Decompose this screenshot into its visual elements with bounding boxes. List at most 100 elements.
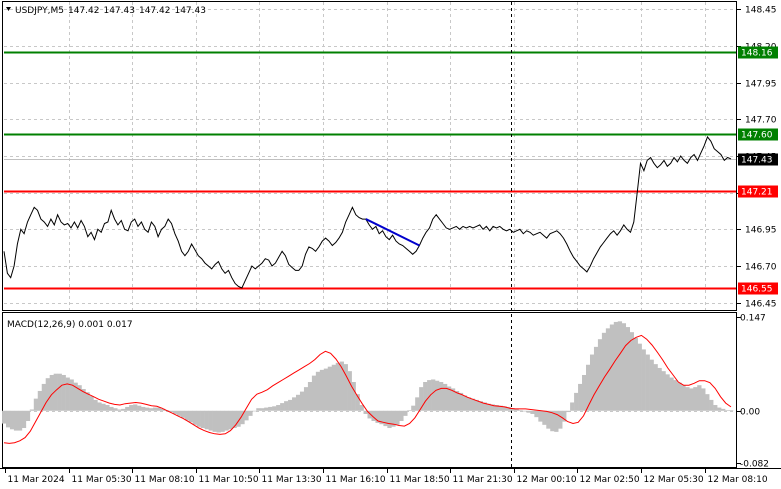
price-line-group bbox=[3, 135, 732, 289]
macd-histogram-bar bbox=[216, 410, 221, 433]
macd-histogram-bar bbox=[335, 362, 340, 411]
macd-histogram-bar bbox=[442, 383, 448, 411]
macd-histogram-bar bbox=[363, 410, 368, 414]
macd-histogram-bar bbox=[367, 410, 372, 419]
macd-histogram-bar bbox=[276, 405, 281, 411]
macd-histogram-bar bbox=[490, 404, 495, 411]
macd-histogram-bar bbox=[141, 406, 146, 411]
macd-histogram-bar bbox=[526, 410, 531, 413]
price-tags: 148.16 147.60 147.21 146.55 147.43 bbox=[738, 46, 778, 295]
macd-histogram-bar bbox=[589, 354, 595, 411]
macd-histogram-bar bbox=[609, 324, 615, 411]
macd-histogram-bar bbox=[272, 406, 277, 411]
macd-histogram-bar bbox=[629, 332, 634, 411]
macd-histogram-bar bbox=[73, 382, 78, 411]
time-axis-label: 11 Mar 10:50 bbox=[199, 475, 259, 485]
macd-histogram-bar bbox=[85, 392, 90, 411]
macd-histogram-bar bbox=[518, 410, 523, 411]
ohlc-high: 147.43 bbox=[103, 6, 135, 16]
macd-histogram-bar bbox=[21, 410, 27, 429]
macd-histogram-bar bbox=[637, 343, 642, 411]
macd-histogram-bar bbox=[200, 410, 205, 429]
macd-histogram-bar bbox=[303, 387, 309, 411]
macd-histogram-bar bbox=[256, 408, 261, 411]
price-axis-label: 146.45 bbox=[745, 300, 777, 310]
macd-axis-label: -0.082 bbox=[740, 460, 769, 470]
macd-histogram-bar bbox=[25, 410, 31, 421]
macd-histogram-bar bbox=[657, 367, 662, 411]
level-price-tag bbox=[738, 282, 778, 295]
price-axis-label: 146.70 bbox=[745, 263, 777, 273]
macd-histogram-bar bbox=[641, 349, 646, 411]
macd-histogram-bar bbox=[280, 403, 285, 411]
macd-histogram-bar bbox=[649, 359, 654, 411]
macd-histogram-bar bbox=[383, 410, 388, 427]
macd-histogram-bar bbox=[299, 391, 305, 411]
macd-histogram-bar bbox=[248, 410, 253, 416]
macd-histogram-bar bbox=[208, 410, 213, 431]
macd-histogram-bar bbox=[550, 410, 555, 432]
time-axis-label: 11 Mar 05:30 bbox=[72, 475, 132, 485]
macd-histogram-bar bbox=[41, 383, 47, 411]
macd-histogram-bar bbox=[669, 377, 674, 411]
macd-histogram-bar bbox=[53, 373, 58, 411]
macd-histogram-bar bbox=[347, 371, 352, 411]
macd-histogram-bar bbox=[252, 410, 257, 412]
macd-histogram-bar bbox=[152, 407, 158, 411]
level-price-tag bbox=[738, 128, 778, 141]
macd-histogram-bar bbox=[431, 379, 436, 411]
macd-histogram-bar bbox=[196, 410, 201, 427]
triangle-down-icon[interactable] bbox=[6, 7, 11, 11]
macd-histogram-bar bbox=[665, 374, 670, 411]
macd-histogram-bar bbox=[188, 410, 193, 423]
macd-histogram-bar bbox=[69, 379, 74, 411]
level-price-label: 148.16 bbox=[741, 49, 773, 59]
macd-histogram-bar bbox=[613, 321, 619, 411]
macd-histogram-bar bbox=[506, 406, 511, 411]
macd-histogram-bar bbox=[601, 332, 607, 411]
macd-histogram-bar bbox=[542, 410, 547, 425]
macd-histogram-bar bbox=[586, 364, 591, 411]
macd-histogram-bar bbox=[236, 410, 241, 427]
macd-histogram-bar bbox=[204, 410, 209, 430]
price-series-line bbox=[3, 135, 732, 289]
macd-histogram-bar bbox=[57, 373, 62, 411]
macd-histogram-bar bbox=[5, 410, 11, 428]
macd-histogram-bar bbox=[168, 410, 174, 413]
macd-histogram-bar bbox=[554, 410, 559, 432]
macd-histogram-bar bbox=[494, 405, 499, 411]
macd-histogram-bar bbox=[192, 410, 197, 425]
macd-histogram-bar bbox=[514, 408, 519, 411]
level-price-tag bbox=[738, 46, 778, 59]
macd-histogram-bar bbox=[176, 410, 182, 416]
macd-histogram-bar bbox=[343, 364, 348, 411]
macd-histogram-bar bbox=[121, 408, 126, 411]
macd-histogram-bar bbox=[625, 327, 630, 411]
macd-histogram-bar bbox=[466, 397, 472, 411]
macd-histogram-bar bbox=[697, 385, 702, 411]
time-axis-label: 11 Mar 21:30 bbox=[453, 475, 513, 485]
level-price-label: 147.21 bbox=[741, 188, 773, 198]
macd-histogram-bar bbox=[315, 371, 321, 411]
current-price-label: 147.43 bbox=[741, 156, 773, 166]
macd-histogram-bar bbox=[292, 397, 297, 411]
macd-histogram-bar bbox=[371, 410, 376, 421]
price-axis-label: 148.45 bbox=[745, 6, 777, 16]
time-axis-label: 11 Mar 2024 bbox=[8, 475, 65, 485]
macd-histogram-bar bbox=[13, 410, 19, 431]
macd-histogram-bar bbox=[351, 382, 356, 411]
macd-histogram-bar bbox=[578, 383, 583, 411]
trend-line[interactable] bbox=[365, 218, 420, 247]
macd-histogram-bar bbox=[93, 399, 98, 411]
macd-histogram-bar bbox=[661, 371, 666, 411]
macd-histogram-bar bbox=[486, 403, 491, 411]
macd-histogram-bar bbox=[478, 401, 483, 411]
macd-histogram-bar bbox=[232, 410, 237, 429]
macd-histogram-bar bbox=[17, 410, 23, 431]
time-axis-label: 12 Mar 02:50 bbox=[580, 475, 640, 485]
macd-histogram-bar bbox=[137, 405, 142, 411]
macd-histogram-bar bbox=[435, 380, 440, 411]
symbol-timeframe: USDJPY,M5 bbox=[15, 6, 64, 16]
macd-histogram-bar bbox=[49, 374, 54, 411]
